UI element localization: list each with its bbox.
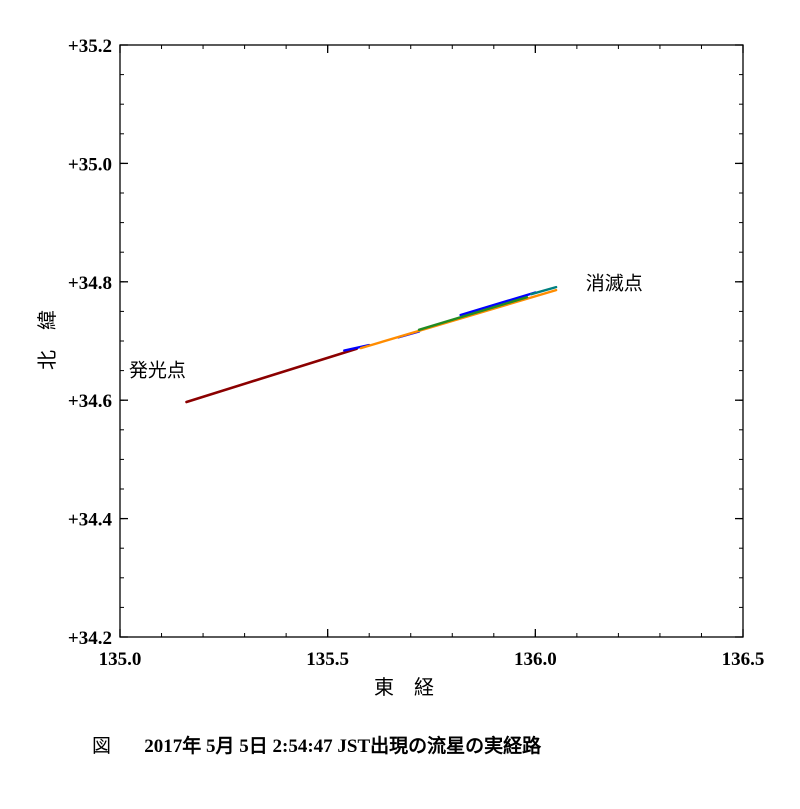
y-tick-label: +34.8	[68, 273, 112, 294]
y-tick-label: +34.6	[68, 391, 112, 412]
axis-ticks	[119, 44, 744, 638]
annotations: 発光点 消滅点	[129, 272, 643, 381]
x-tick-label: 135.5	[306, 649, 349, 670]
caption-text: 2017年 5月 5日 2:54:47 JST出現の流星の実経路	[144, 736, 542, 757]
x-axis-title: 東 経	[374, 675, 434, 699]
chart: 135.0 135.5 136.0 136.5 +34.2 +34.4 +34.6 +34.8…	[35, 36, 764, 699]
trajectory-segment	[417, 296, 529, 331]
y-tick-label: +35.0	[68, 154, 112, 175]
plot-frame	[119, 44, 744, 638]
point-annotation: 消滅点	[586, 272, 643, 294]
meteor-track	[185, 285, 558, 404]
caption-figure-label: 図	[92, 735, 112, 757]
x-tick-label: 135.0	[99, 649, 142, 670]
y-tick-label: +34.4	[68, 510, 113, 531]
point-annotation: 発光点	[129, 360, 186, 382]
y-axis-title: 北 緯	[35, 310, 59, 370]
trajectory-segment	[530, 285, 558, 296]
axis-tick-labels: 135.0 135.5 136.0 136.5 +34.2 +34.4 +34.6 +34.8…	[68, 36, 764, 670]
x-tick-label: 136.0	[514, 649, 557, 670]
x-tick-label: 136.5	[722, 649, 765, 670]
y-tick-label: +35.2	[68, 36, 112, 57]
trajectory-segment	[185, 347, 359, 404]
trajectory-segment	[459, 291, 537, 317]
y-tick-label: +34.2	[68, 628, 112, 649]
figure-caption: 図 2017年 5月 5日 2:54:47 JST出現の流星の実経路	[92, 731, 541, 758]
